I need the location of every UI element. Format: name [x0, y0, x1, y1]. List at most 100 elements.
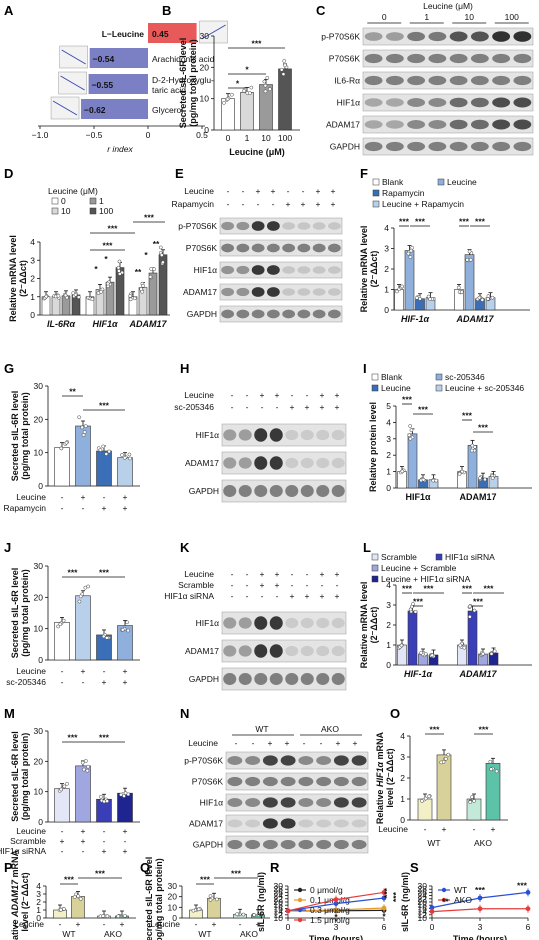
x-tick-label: 3 — [334, 922, 339, 932]
blot-band — [385, 53, 404, 64]
blot-band — [297, 288, 311, 296]
blot-band — [407, 97, 426, 108]
y-tick-label: 16 — [418, 903, 428, 913]
condition-name: Leucine — [184, 390, 214, 400]
data-point — [118, 272, 122, 276]
y-axis-title-line2: (pg/mg total protein) — [188, 39, 198, 127]
data-point — [409, 428, 414, 433]
bar — [436, 754, 452, 821]
legend-label: 0.3 μmol/g — [310, 905, 350, 915]
blot-band — [282, 288, 296, 296]
blot-band — [470, 31, 489, 42]
metabolite-label: Glycerol — [152, 105, 183, 115]
y-title-gene: HIF1α — [375, 762, 385, 788]
blot-band — [280, 776, 296, 787]
data-point — [415, 295, 419, 300]
blot-band — [254, 456, 268, 470]
y-tick-label: 20 — [34, 756, 44, 766]
condition-sign: - — [246, 580, 249, 590]
x-tick-label: 3 — [478, 922, 483, 932]
group-label: HIF1α — [405, 492, 431, 502]
blot-band — [385, 120, 404, 129]
blot-band — [331, 485, 345, 497]
data-point — [423, 796, 428, 801]
blot-row-label: HIF1α — [196, 430, 219, 440]
blot-band — [351, 797, 367, 808]
blot-strip — [221, 423, 347, 447]
bar — [71, 896, 85, 919]
condition-name: Leucine — [16, 492, 46, 502]
data-point — [439, 760, 444, 765]
x-tick-label: 0.5 — [196, 130, 208, 140]
x-tick-label: 6 — [526, 922, 531, 932]
panel-letter-p: P — [4, 860, 13, 875]
sig-label: *** — [517, 880, 528, 890]
blot-row-label: HIF1α — [196, 618, 219, 628]
blot-band — [428, 141, 447, 152]
blot-band — [327, 266, 341, 274]
blot-band — [449, 75, 468, 86]
condition-sign: + — [256, 919, 261, 929]
panel-e-blot: Leucine - - + + - - + + Rapamycin - - - - + + + + — [171, 186, 335, 209]
sig-label: *** — [103, 241, 114, 251]
condition-sign: - — [103, 666, 106, 676]
group-label: WT — [198, 929, 211, 939]
blot-band — [428, 31, 447, 42]
data-point — [468, 800, 473, 804]
blot-band — [236, 221, 250, 231]
sig-label: * — [334, 912, 338, 922]
y-tick-label: 20 — [168, 892, 178, 902]
legend-marker — [297, 897, 303, 903]
blot-band — [449, 31, 468, 42]
panel-c-blot: p-P70S6K P70S6K IL6-Rα HIF1α ADAM17 GAPDH Leuc… — [321, 1, 534, 156]
y-tick-label: 20 — [274, 897, 284, 907]
sig-label: * — [144, 250, 148, 260]
concentration-label: 1 — [424, 12, 429, 22]
y-tick-label: 0 — [400, 815, 405, 825]
blot-strip — [219, 305, 343, 323]
panel-l-chart: 0 1 2 3 4 Relative mRNA level (2⁻ΔΔct) Scramble… — [359, 552, 532, 679]
legend-label: Rapamycin — [382, 188, 425, 198]
blot-band — [449, 119, 468, 130]
legend-label: 1.5 μmol/g — [310, 915, 350, 925]
data-point — [120, 453, 124, 457]
blot-band — [364, 98, 383, 107]
blot-band — [297, 222, 311, 230]
legend-swatch — [51, 207, 59, 215]
y-tick-label: 0 — [386, 660, 391, 670]
bar — [404, 250, 415, 311]
blot-band — [238, 673, 252, 685]
bar — [75, 595, 91, 661]
legend-label: Leucine + sc-205346 — [445, 383, 524, 393]
group-label: WT — [62, 929, 75, 939]
blot-band — [316, 755, 332, 766]
data-point — [58, 622, 63, 627]
condition-sign: - — [103, 826, 106, 836]
bar — [96, 450, 112, 487]
blot-band — [312, 309, 326, 319]
series-point — [333, 897, 339, 902]
concentration-label: 10 — [465, 12, 475, 22]
panel-letter-b: B — [162, 3, 171, 18]
data-point — [158, 245, 163, 250]
legend-label: 0 — [61, 196, 66, 206]
blot-strip — [225, 793, 369, 812]
condition-name: sc-205346 — [6, 677, 46, 687]
condition-sign: + — [336, 738, 341, 748]
blot-band — [327, 309, 341, 319]
sig-label: *** — [99, 568, 110, 578]
blot-band — [227, 819, 243, 828]
blot-row-label: P70S6K — [329, 54, 361, 64]
blot-band — [251, 243, 265, 253]
condition-sign: + — [491, 824, 496, 834]
sig-label: * — [94, 264, 98, 274]
legend-label: Blank — [381, 372, 403, 382]
data-point — [83, 424, 88, 428]
legend-label: Leucine + HIF1α siRNA — [381, 574, 471, 584]
blot-band — [269, 428, 283, 442]
condition-name: Leucine — [378, 824, 408, 834]
blot-band — [254, 644, 268, 658]
data-point — [76, 295, 81, 299]
y-tick-label: 14 — [274, 907, 284, 917]
y-tick-label: 26 — [274, 887, 284, 897]
